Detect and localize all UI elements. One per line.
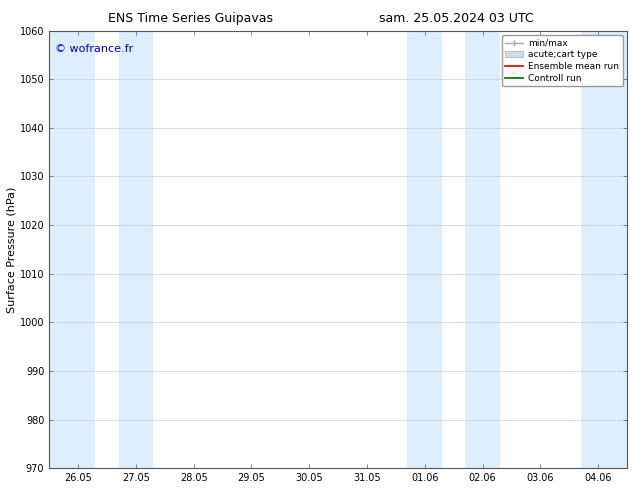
Bar	[49, 30, 96, 468]
Text: © wofrance.fr: © wofrance.fr	[55, 44, 133, 54]
Bar	[119, 30, 153, 468]
Legend: min/max, acute;cart type, Ensemble mean run, Controll run: min/max, acute;cart type, Ensemble mean …	[501, 35, 623, 86]
Bar	[465, 30, 500, 468]
Bar	[581, 30, 627, 468]
Bar	[408, 30, 442, 468]
Text: sam. 25.05.2024 03 UTC: sam. 25.05.2024 03 UTC	[379, 12, 534, 25]
Y-axis label: Surface Pressure (hPa): Surface Pressure (hPa)	[7, 186, 17, 313]
Text: ENS Time Series Guipavas: ENS Time Series Guipavas	[108, 12, 273, 25]
